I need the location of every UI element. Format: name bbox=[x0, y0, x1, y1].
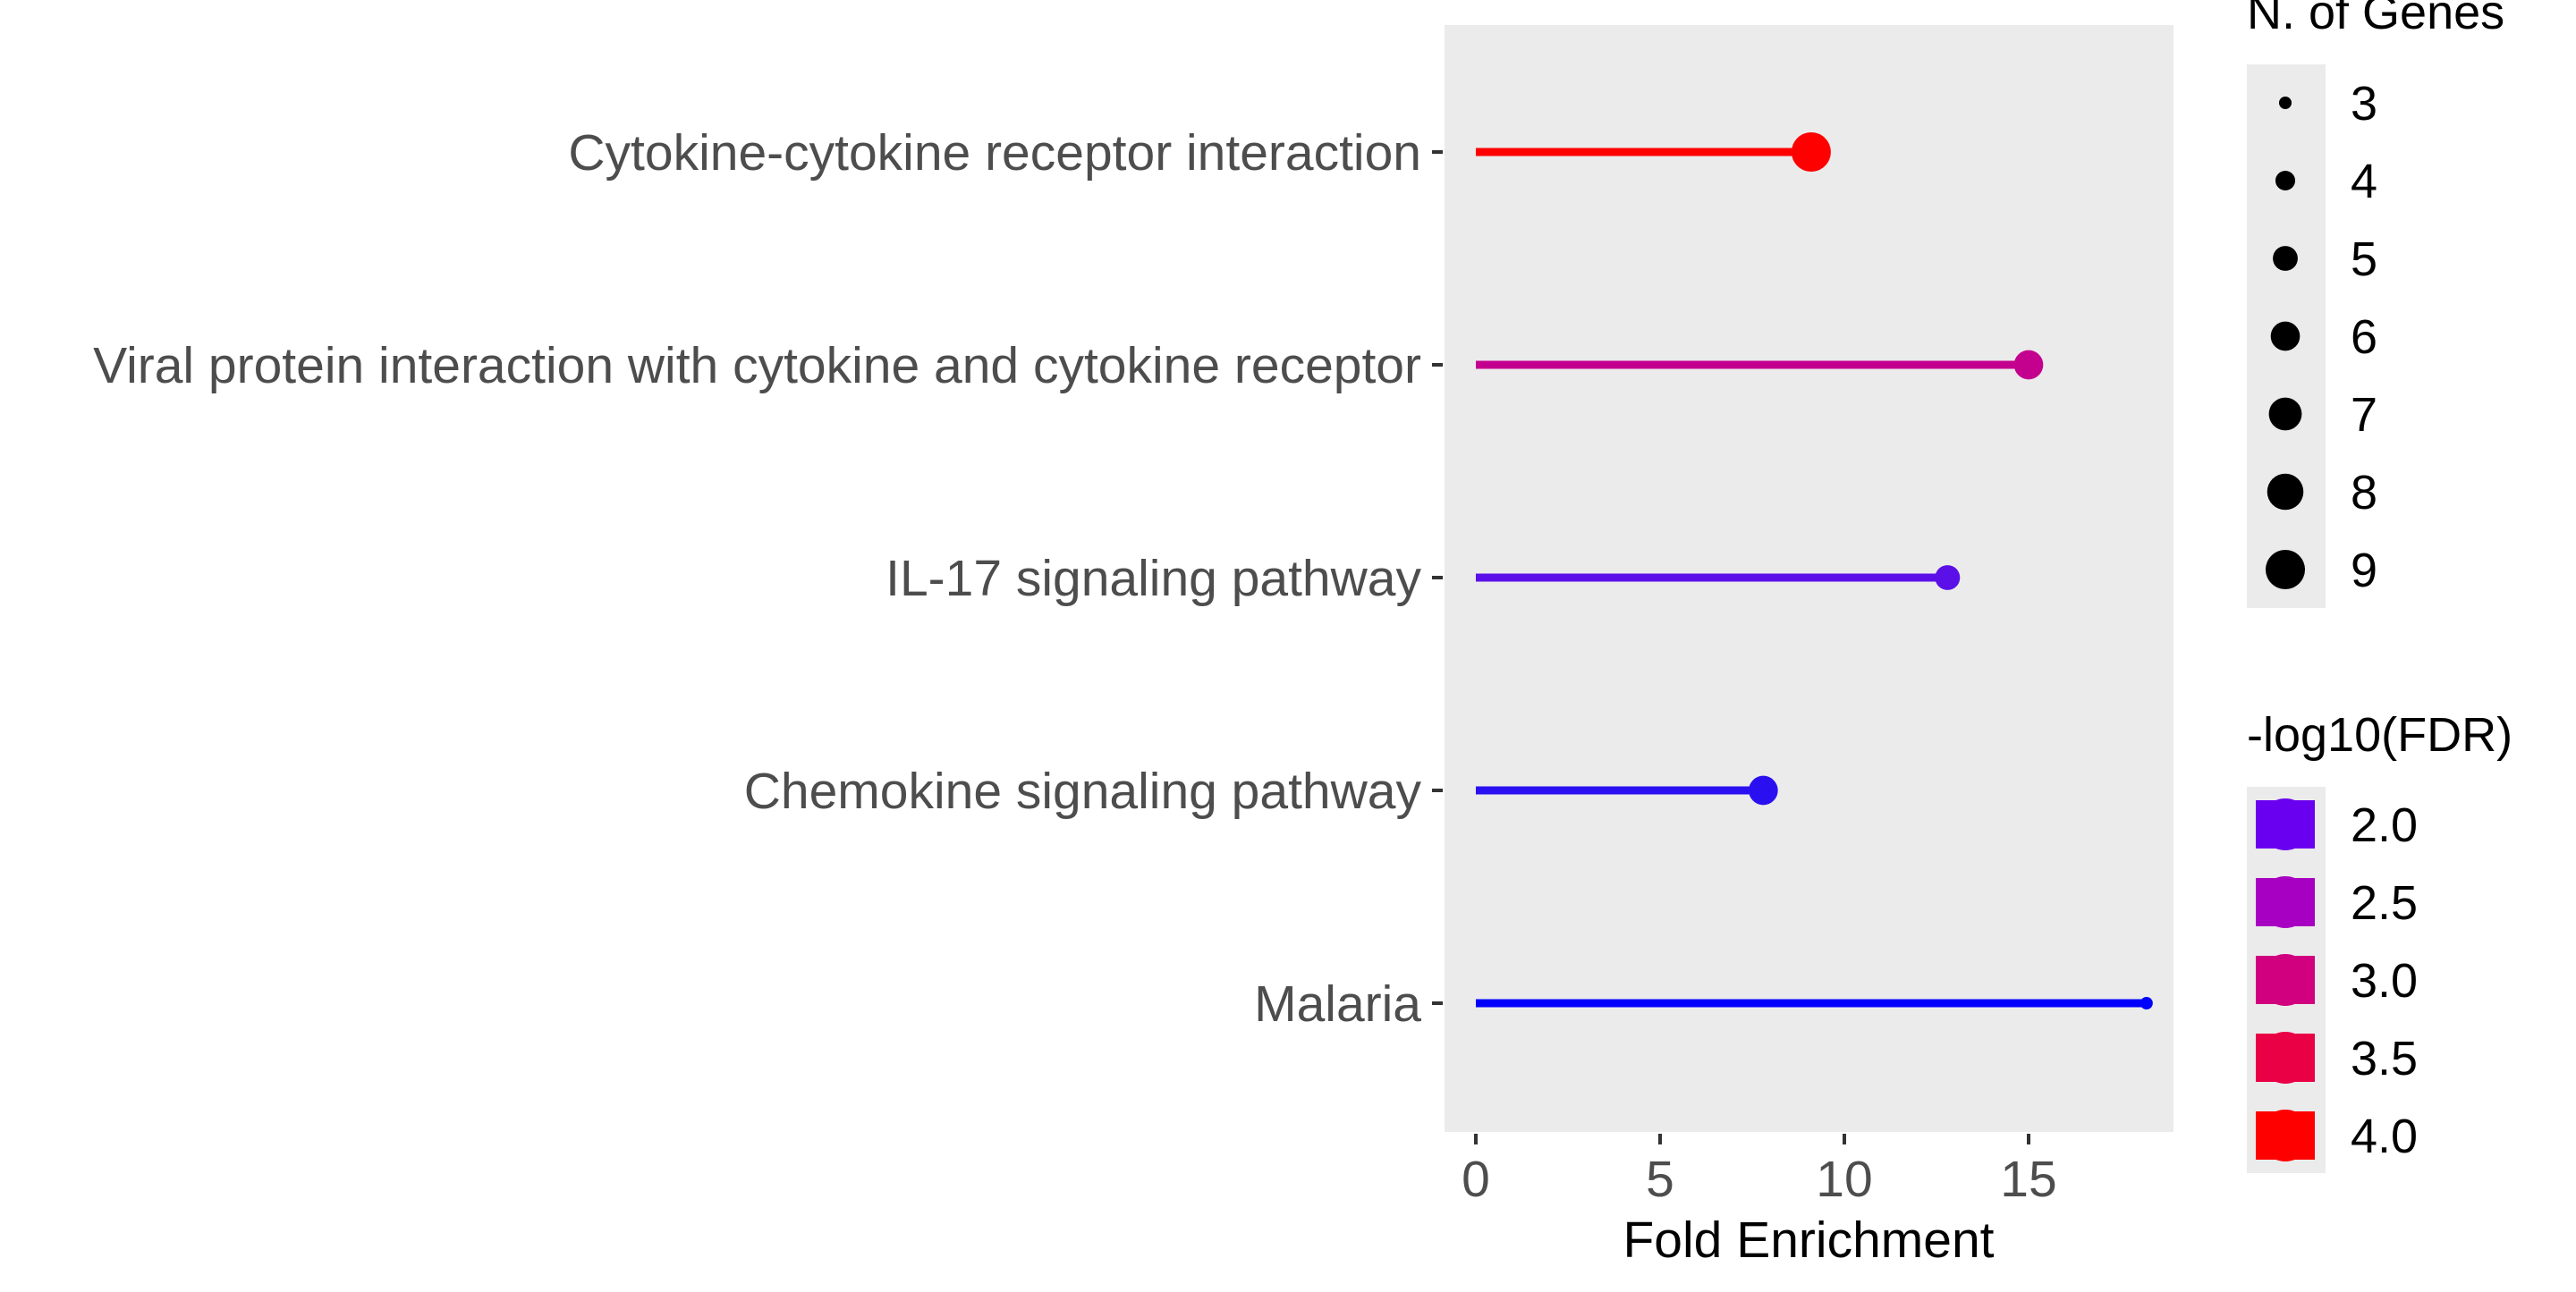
x-tick-label: 10 bbox=[1816, 1151, 1872, 1208]
x-tick-label: 15 bbox=[2000, 1151, 2056, 1208]
x-tick-label: 5 bbox=[1646, 1151, 1674, 1208]
category-label: IL-17 signaling pathway bbox=[886, 550, 1421, 607]
x-tick-label: 0 bbox=[1462, 1151, 1490, 1208]
color-legend-key bbox=[2259, 1110, 2311, 1161]
lollipop-point bbox=[1749, 775, 1778, 806]
size-legend-label: 5 bbox=[2351, 232, 2377, 286]
color-legend-label: 3.0 bbox=[2351, 954, 2418, 1008]
x-axis-title: Fold Enrichment bbox=[1623, 1212, 1994, 1269]
size-legend-key bbox=[2266, 550, 2305, 589]
size-legend: N. of Genes 3 4 5 6 7 8 9 bbox=[2247, 0, 2504, 608]
color-legend: -log10(FDR) 2.0 2.5 3.0 3.5 4.0 bbox=[2247, 708, 2512, 1173]
size-legend-key bbox=[2273, 246, 2298, 271]
color-legend-label: 2.5 bbox=[2351, 876, 2418, 930]
size-legend-label: 4 bbox=[2351, 155, 2377, 208]
color-legend-key bbox=[2259, 798, 2311, 850]
lollipop-point bbox=[1935, 565, 1961, 590]
lollipop-point bbox=[2013, 350, 2044, 380]
size-legend-label: 3 bbox=[2351, 77, 2377, 131]
color-legend-key bbox=[2259, 876, 2311, 928]
size-legend-label: 6 bbox=[2351, 310, 2377, 364]
category-label: Chemokine signaling pathway bbox=[744, 763, 1422, 820]
color-legend-items: 2.0 2.5 3.0 3.5 4.0 bbox=[2256, 798, 2418, 1163]
lollipop-point bbox=[2140, 997, 2153, 1009]
category-label: Viral protein interaction with cytokine … bbox=[93, 337, 1421, 394]
lollipop-point bbox=[1791, 132, 1831, 172]
size-legend-label: 7 bbox=[2351, 388, 2377, 442]
color-legend-label: 3.5 bbox=[2351, 1032, 2418, 1085]
color-legend-key bbox=[2259, 1032, 2311, 1084]
size-legend-label: 9 bbox=[2351, 544, 2377, 597]
size-legend-key bbox=[2267, 473, 2304, 511]
color-legend-key bbox=[2259, 954, 2311, 1006]
size-legend-label: 8 bbox=[2351, 466, 2377, 519]
size-legend-key bbox=[2279, 97, 2292, 109]
category-label: Malaria bbox=[1254, 975, 1421, 1033]
category-label: Cytokine-cytokine receptor interaction bbox=[568, 124, 1421, 182]
category-axis: Cytokine-cytokine receptor interaction Vi… bbox=[93, 124, 1443, 1033]
size-legend-key bbox=[2268, 397, 2302, 431]
size-legend-key bbox=[2275, 170, 2296, 191]
size-legend-title: N. of Genes bbox=[2247, 0, 2504, 39]
size-legend-key bbox=[2270, 321, 2301, 351]
color-legend-label: 4.0 bbox=[2351, 1110, 2418, 1163]
size-legend-items: 3 4 5 6 7 8 9 bbox=[2266, 77, 2377, 597]
x-axis: 0 5 10 15 bbox=[1462, 1134, 2057, 1208]
lollipop-marks bbox=[1476, 132, 2153, 1009]
color-legend-title: -log10(FDR) bbox=[2247, 708, 2512, 762]
color-legend-label: 2.0 bbox=[2351, 798, 2418, 852]
